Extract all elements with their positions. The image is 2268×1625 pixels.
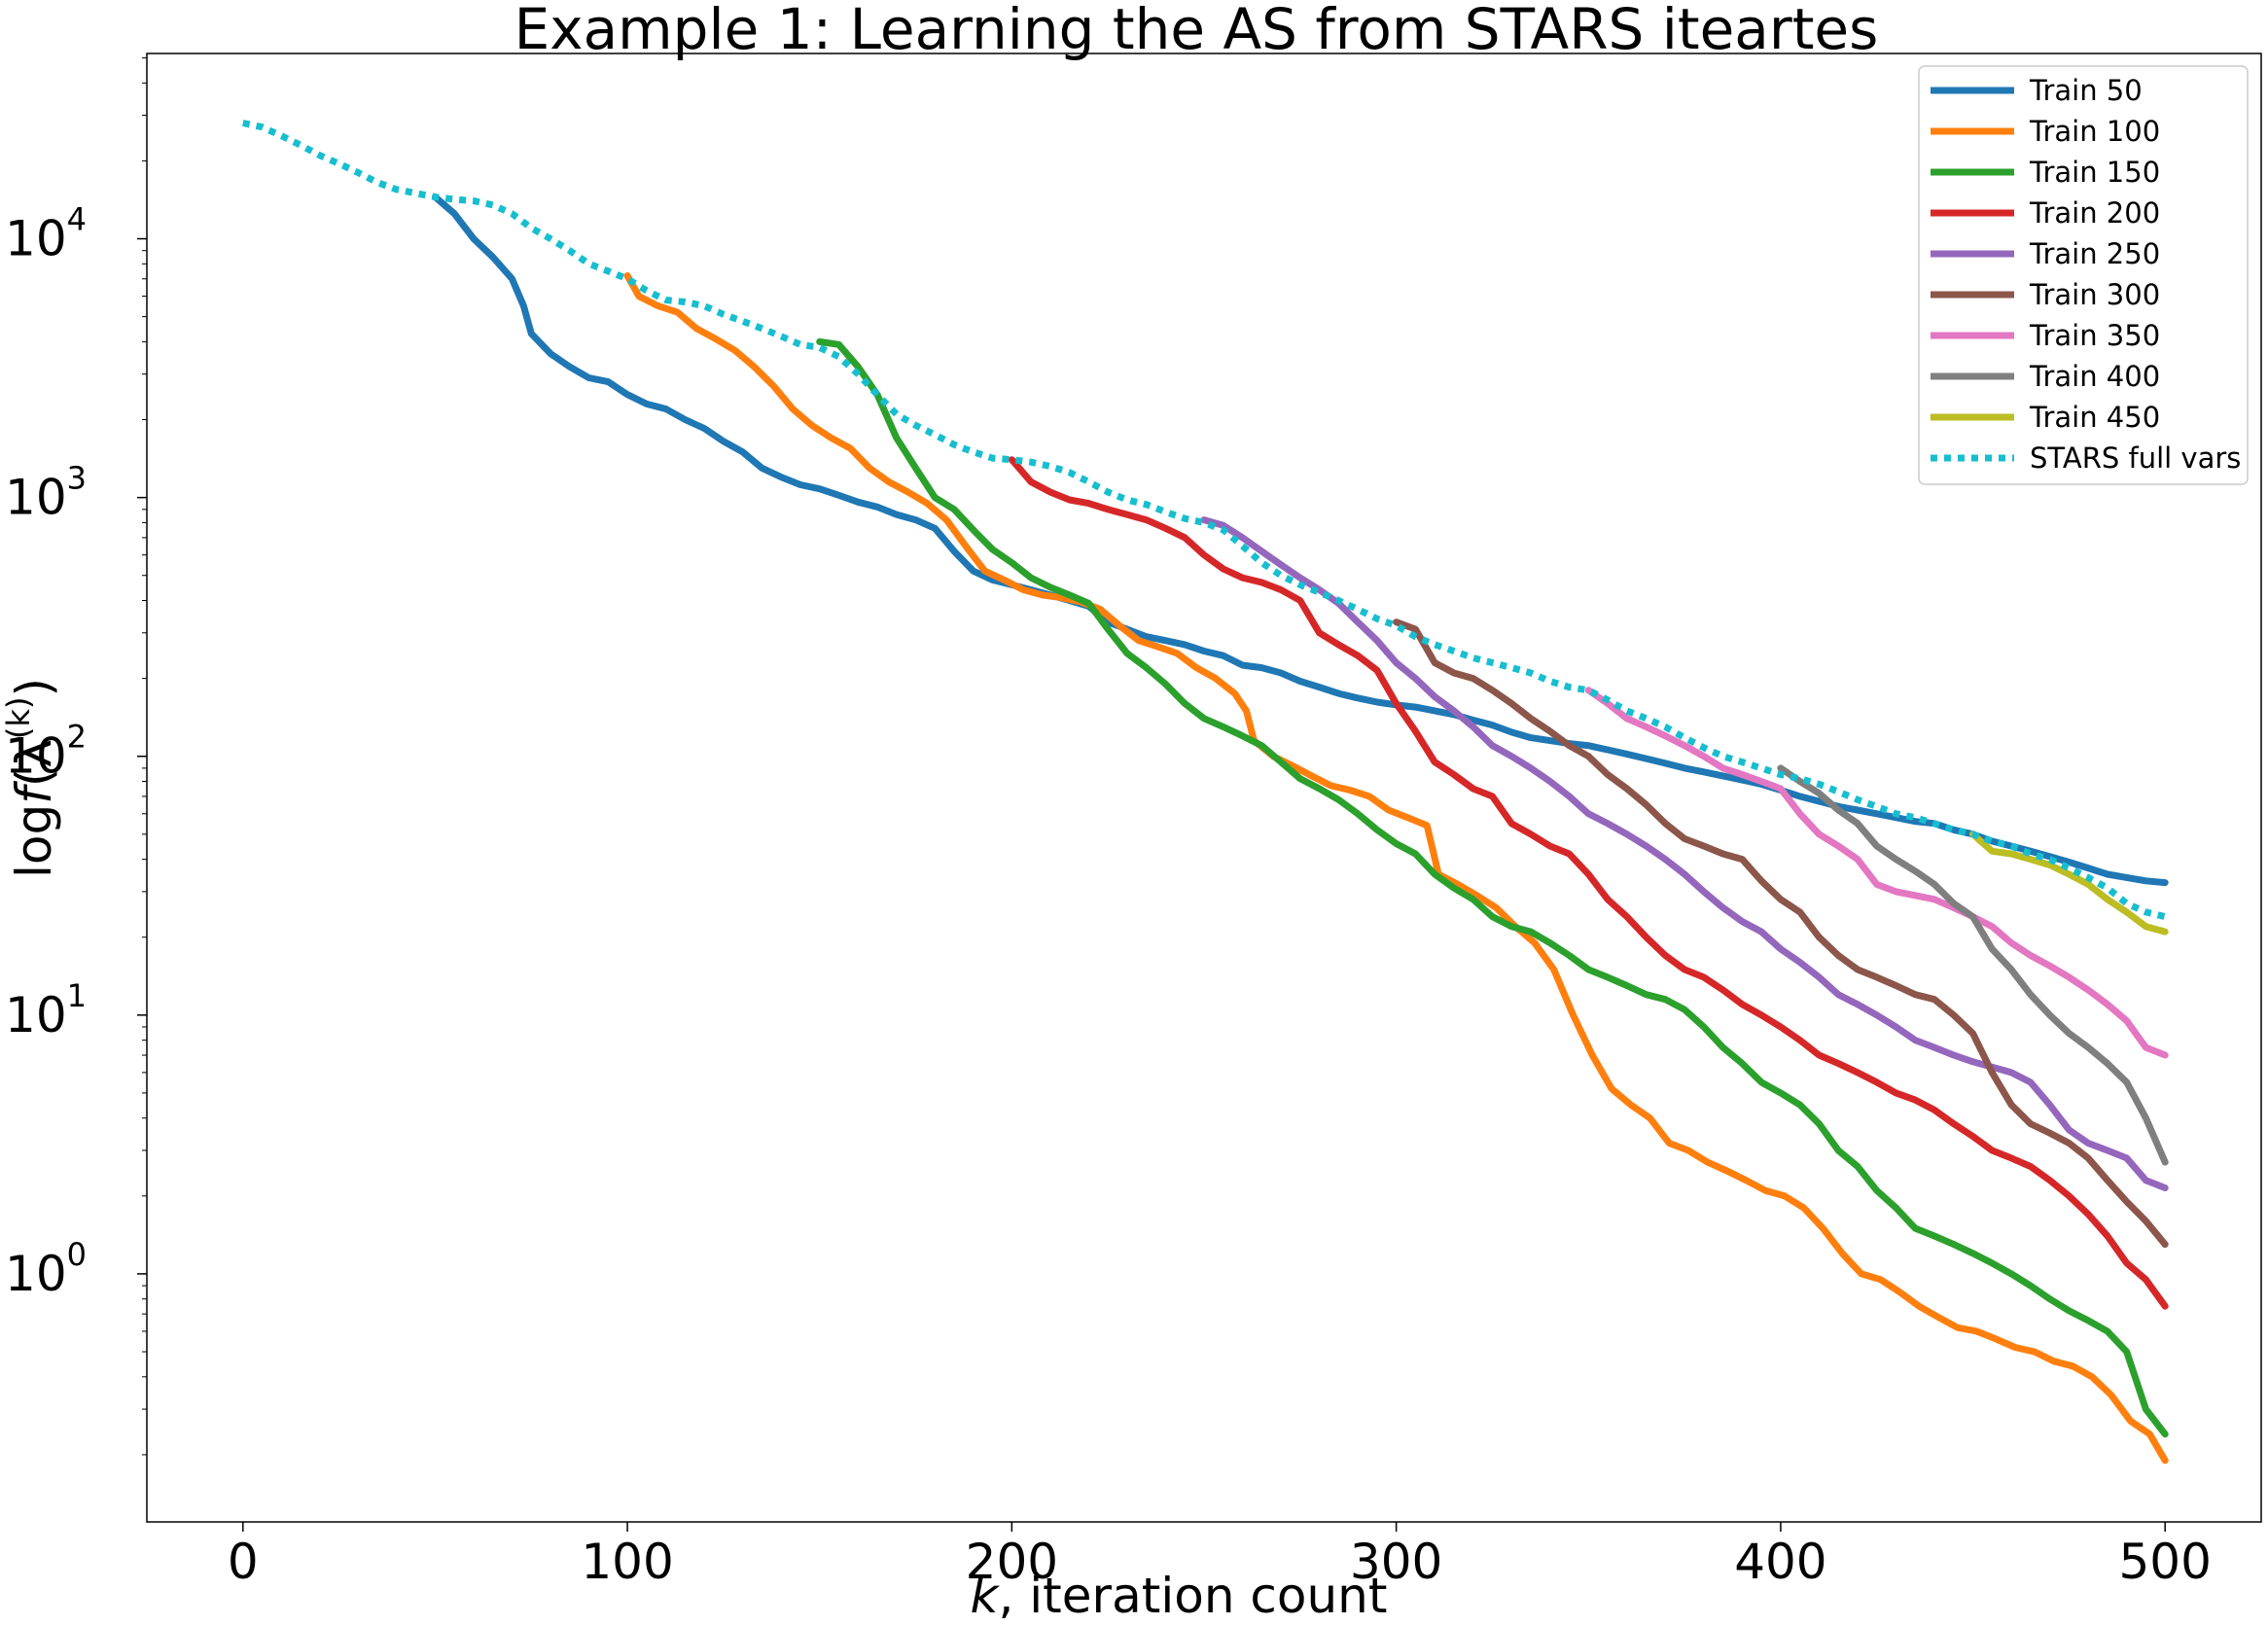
legend-label: Train 50: [2029, 74, 2143, 107]
x-tick-label: 500: [2118, 1534, 2211, 1590]
y-tick-label: 102: [5, 719, 87, 785]
x-axis-label: k, iteration count: [971, 1568, 1388, 1624]
series-line-0: [432, 194, 2169, 887]
y-tick-label: 104: [5, 201, 87, 267]
x-tick-label: 200: [966, 1534, 1058, 1590]
series-line-1: [623, 272, 2169, 1465]
series-line-4: [1200, 516, 2169, 1191]
series-line-7: [1777, 764, 2169, 1166]
legend-label: Train 200: [2029, 196, 2160, 230]
y-axis-label-close: ): [6, 678, 62, 697]
x-tick-label: 400: [1734, 1534, 1826, 1590]
y-axis-label-lambda: (λ: [6, 739, 62, 787]
series-line-9: [242, 120, 2167, 921]
y-tick-base: 10: [5, 1246, 67, 1302]
y-axis-label-sup: (k): [0, 697, 37, 740]
x-tick-label: 300: [1350, 1534, 1442, 1590]
y-axis-label: logf(λ(k)): [0, 678, 62, 878]
series-line-6: [1584, 687, 2169, 1059]
series-line-3: [1008, 456, 2169, 1310]
series-line-8: [1969, 830, 2169, 936]
legend-label: Train 450: [2029, 401, 2160, 434]
y-tick-base: 10: [5, 470, 67, 526]
y-tick-exponent: 2: [67, 719, 87, 756]
x-axis-label-text: , iteration count: [998, 1568, 1387, 1624]
legend: Train 50 Train 100 Train 150 Train 200 Train…: [1918, 65, 2249, 485]
chart-title: Example 1: Learning the AS from STARS it…: [514, 0, 1879, 62]
x-axis: 0 100 200 300 400 500: [228, 1522, 2212, 1590]
y-tick-label: 101: [5, 977, 87, 1043]
series-line-2: [816, 337, 2169, 1438]
x-axis-label-var: k: [971, 1568, 1001, 1624]
legend-label: Train 350: [2029, 319, 2160, 352]
y-tick-exponent: 1: [67, 977, 87, 1014]
legend-label: Train 300: [2029, 278, 2160, 311]
y-tick-exponent: 3: [67, 460, 87, 497]
y-axis-label-log: log: [6, 804, 62, 878]
y-tick-exponent: 0: [67, 1236, 87, 1273]
y-tick-label: 103: [5, 460, 87, 526]
series-layer: [242, 120, 2169, 1465]
legend-label: Train 250: [2029, 237, 2160, 270]
series-line-5: [1393, 618, 2169, 1249]
y-tick-base: 10: [5, 728, 67, 785]
y-tick-base: 10: [5, 211, 67, 267]
x-tick-label: 100: [581, 1534, 673, 1590]
y-tick-label: 100: [5, 1236, 87, 1302]
y-tick-base: 10: [5, 987, 67, 1043]
legend-label: Train 100: [2029, 115, 2160, 148]
plot-frame: [146, 53, 2262, 1523]
legend-items: Train 50 Train 100 Train 150 Train 200 Train…: [1931, 74, 2241, 475]
legend-label: Train 400: [2029, 360, 2160, 393]
x-tick-label: 0: [228, 1534, 259, 1590]
legend-label: Train 150: [2029, 156, 2160, 189]
y-tick-exponent: 4: [67, 201, 87, 238]
legend-label: STARS full vars: [2030, 442, 2241, 475]
